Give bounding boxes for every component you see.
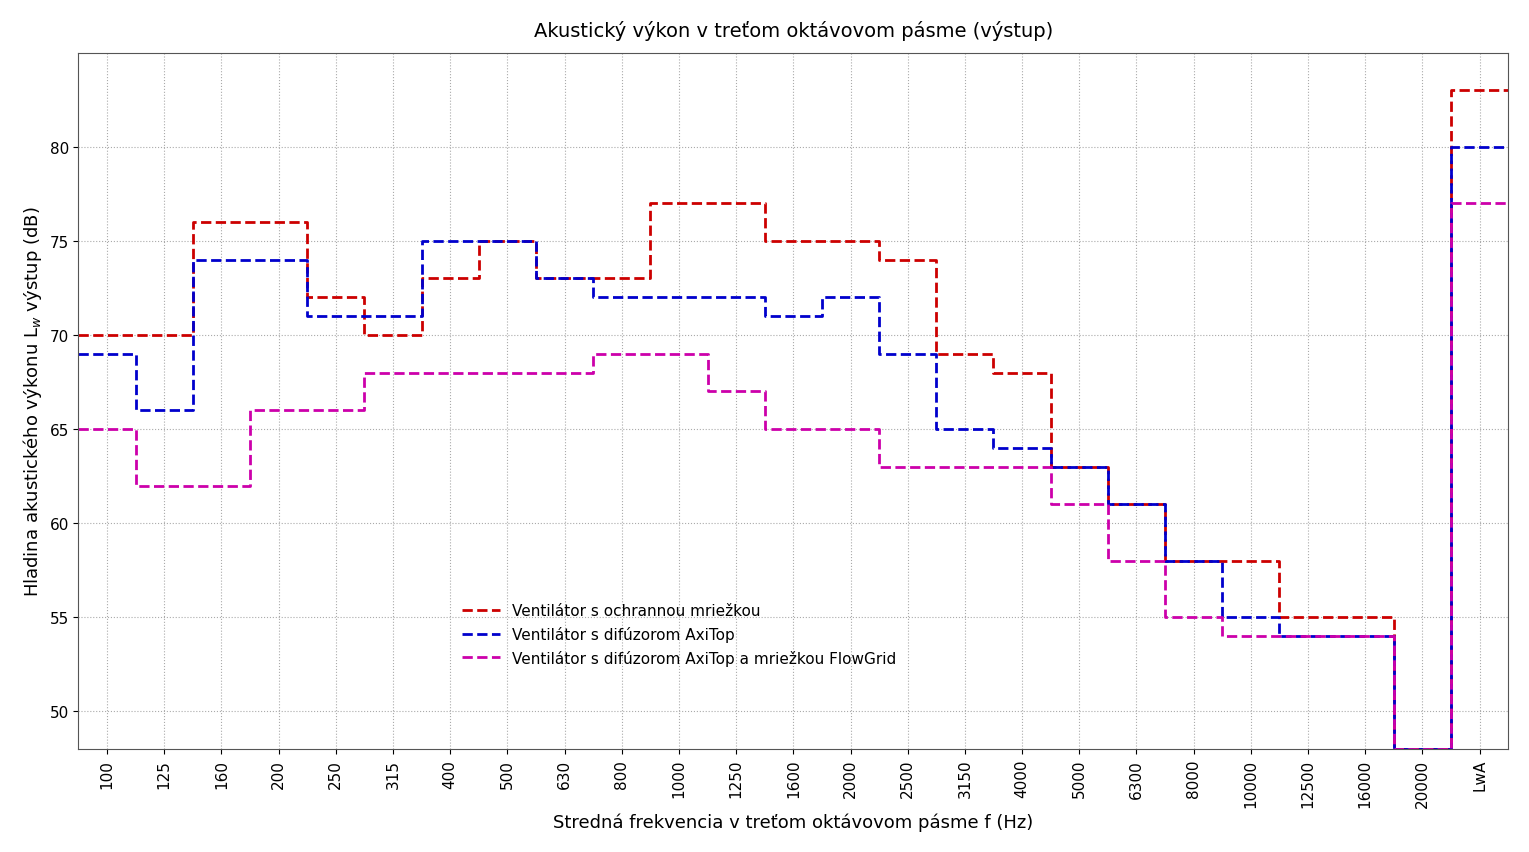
Legend: Ventilátor s ochrannou mriežkou, Ventilátor s difúzorom AxiTop, Ventilátor s dif: Ventilátor s ochrannou mriežkou, Ventilá…	[456, 597, 902, 672]
X-axis label: Stredná frekvencia v treťom oktávovom pásme f (Hz): Stredná frekvencia v treťom oktávovom pá…	[553, 813, 1034, 832]
Title: Akustický výkon v treťom oktávovom pásme (výstup): Akustický výkon v treťom oktávovom pásme…	[534, 20, 1053, 41]
Y-axis label: Hladina akustického výkonu L$_w$ výstup (dB): Hladina akustického výkonu L$_w$ výstup …	[21, 206, 44, 596]
